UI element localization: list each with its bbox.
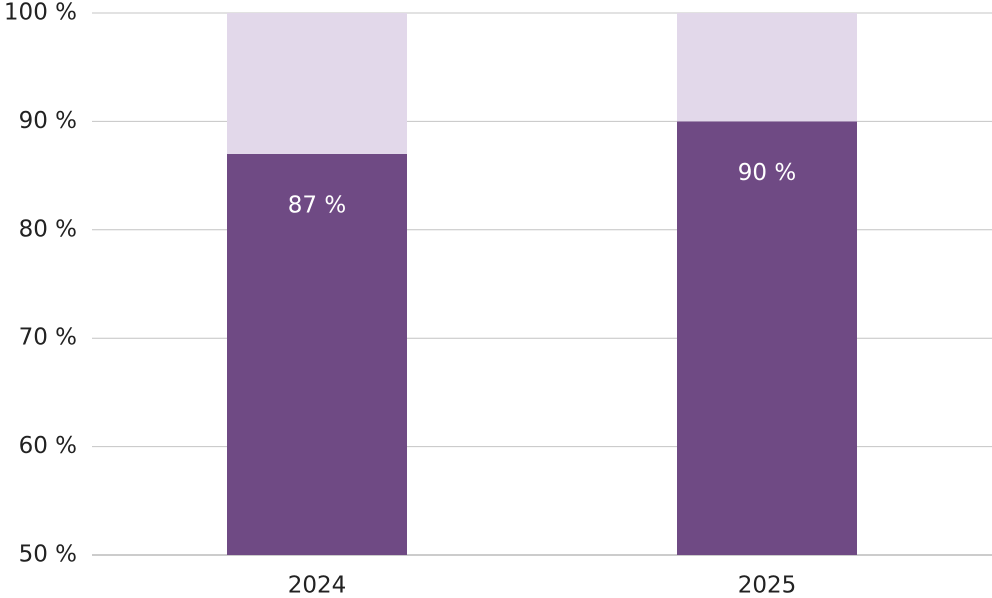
data-label: 90 %: [738, 160, 796, 186]
y-tick-label: 70 %: [19, 325, 77, 351]
x-tick-label: 2025: [738, 573, 797, 598]
y-tick-label: 100 %: [4, 0, 77, 26]
y-tick-label: 90 %: [19, 108, 77, 134]
data-label: 87 %: [288, 192, 346, 218]
y-tick-label: 80 %: [19, 216, 77, 242]
bar-segment: [677, 13, 857, 122]
y-tick-label: 50 %: [19, 542, 77, 568]
bar-segment: [227, 13, 407, 154]
bar-segment: [677, 121, 857, 556]
bar-segment: [227, 153, 407, 556]
y-tick-label: 60 %: [19, 433, 77, 459]
x-tick-label: 2024: [288, 573, 347, 598]
